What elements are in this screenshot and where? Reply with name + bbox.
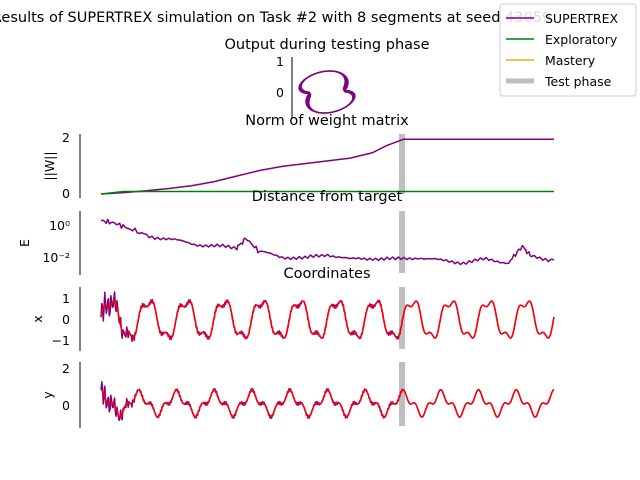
coord-series-target-y xyxy=(100,388,555,418)
distance-series-supertrex xyxy=(100,218,555,266)
panel-coord-y-ytick-0: 0 xyxy=(62,398,70,413)
panel-coord-x: Coordinates 1 0 −1 x xyxy=(30,266,555,351)
output-trajectory-loop xyxy=(298,70,356,114)
panel-weight-ytick-2: 2 xyxy=(62,130,70,145)
panel-coord-y-ylabel: y xyxy=(40,391,55,399)
panel-output: Output during testing phase 1 0 xyxy=(225,37,430,118)
figure-suptitle: Results of SUPERTREX simulation on Task … xyxy=(0,10,551,26)
panel-coord-y-test-phase-marker xyxy=(399,362,405,426)
panel-weight: Norm of weight matrix 2 0 ||W|| xyxy=(42,113,554,201)
legend-label-mastery: Mastery xyxy=(545,53,596,68)
legend-entry-exploratory: Exploratory xyxy=(506,32,618,47)
panel-distance: Distance from target 10⁰ 10⁻² E xyxy=(17,189,555,275)
legend-label-test-phase: Test phase xyxy=(544,74,612,89)
panel-distance-ylabel: E xyxy=(17,239,32,247)
legend-label-supertrex: SUPERTREX xyxy=(545,11,619,26)
panel-output-ytick-1: 1 xyxy=(276,54,284,69)
panel-coord-x-ytick-m1: −1 xyxy=(52,333,70,348)
legend-entry-supertrex: SUPERTREX xyxy=(506,11,619,26)
coord-series-target-x xyxy=(100,300,555,339)
panel-weight-test-phase-marker xyxy=(399,134,405,194)
panel-coord-x-ylabel: x xyxy=(30,315,45,322)
panel-coord-y: 2 0 y xyxy=(40,361,555,428)
panel-weight-ytick-0: 0 xyxy=(62,186,70,201)
panel-distance-title: Distance from target xyxy=(252,189,403,205)
panel-output-ytick-0: 0 xyxy=(276,85,284,100)
legend-label-exploratory: Exploratory xyxy=(545,32,618,47)
panel-weight-ylabel: ||W|| xyxy=(42,151,57,180)
legend-frame xyxy=(499,3,637,97)
panel-distance-test-phase-marker xyxy=(399,211,405,273)
weight-series-supertrex xyxy=(100,138,554,195)
output-trajectory xyxy=(298,70,356,114)
panel-coord-x-title: Coordinates xyxy=(283,266,370,282)
panel-output-title: Output during testing phase xyxy=(225,37,430,53)
panel-weight-title: Norm of weight matrix xyxy=(245,113,409,129)
panel-coord-y-ytick-2: 2 xyxy=(62,361,70,376)
weight-series-exploratory xyxy=(100,190,554,195)
coord-series-supertrex-y xyxy=(100,381,555,422)
legend-entry-test-phase: Test phase xyxy=(506,74,612,89)
legend-entry-mastery: Mastery xyxy=(506,53,596,68)
panel-coord-x-ytick-0: 0 xyxy=(62,312,70,327)
legend: SUPERTREX Exploratory Mastery Test phase xyxy=(499,3,637,97)
panel-coord-x-test-phase-marker xyxy=(399,287,405,349)
panel-distance-ytick-2: 10⁻² xyxy=(42,250,70,265)
panel-distance-ytick-1: 10⁰ xyxy=(49,218,70,233)
panel-coord-x-ytick-1: 1 xyxy=(62,291,70,306)
